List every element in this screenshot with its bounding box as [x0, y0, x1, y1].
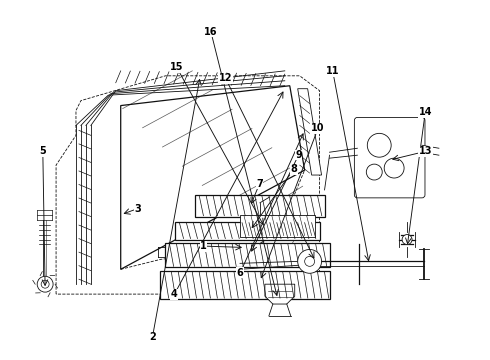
Text: 7: 7 — [256, 179, 263, 189]
Text: 9: 9 — [295, 150, 302, 160]
Text: 13: 13 — [418, 147, 432, 157]
Circle shape — [305, 256, 315, 266]
Text: 2: 2 — [149, 332, 156, 342]
Bar — [166, 243, 329, 267]
Bar — [161, 271, 329, 299]
Text: 12: 12 — [219, 73, 232, 83]
Text: 16: 16 — [204, 27, 218, 37]
Text: 5: 5 — [39, 147, 46, 157]
Circle shape — [402, 235, 412, 244]
Text: 4: 4 — [171, 289, 178, 299]
Circle shape — [37, 276, 53, 292]
Bar — [175, 222, 319, 239]
Polygon shape — [121, 86, 305, 269]
Text: 14: 14 — [418, 107, 432, 117]
Text: 8: 8 — [290, 164, 297, 174]
Polygon shape — [298, 89, 321, 175]
Text: 1: 1 — [200, 241, 207, 251]
Bar — [196, 195, 324, 217]
Circle shape — [368, 133, 391, 157]
Circle shape — [367, 164, 382, 180]
Bar — [240, 215, 315, 237]
Circle shape — [384, 158, 404, 178]
Polygon shape — [265, 284, 294, 304]
Circle shape — [298, 249, 321, 273]
Text: 11: 11 — [326, 66, 340, 76]
Circle shape — [41, 280, 49, 288]
Text: 15: 15 — [170, 63, 184, 72]
Text: 6: 6 — [237, 268, 244, 278]
FancyBboxPatch shape — [354, 117, 425, 198]
Text: 3: 3 — [134, 203, 141, 213]
Text: 10: 10 — [311, 123, 325, 133]
